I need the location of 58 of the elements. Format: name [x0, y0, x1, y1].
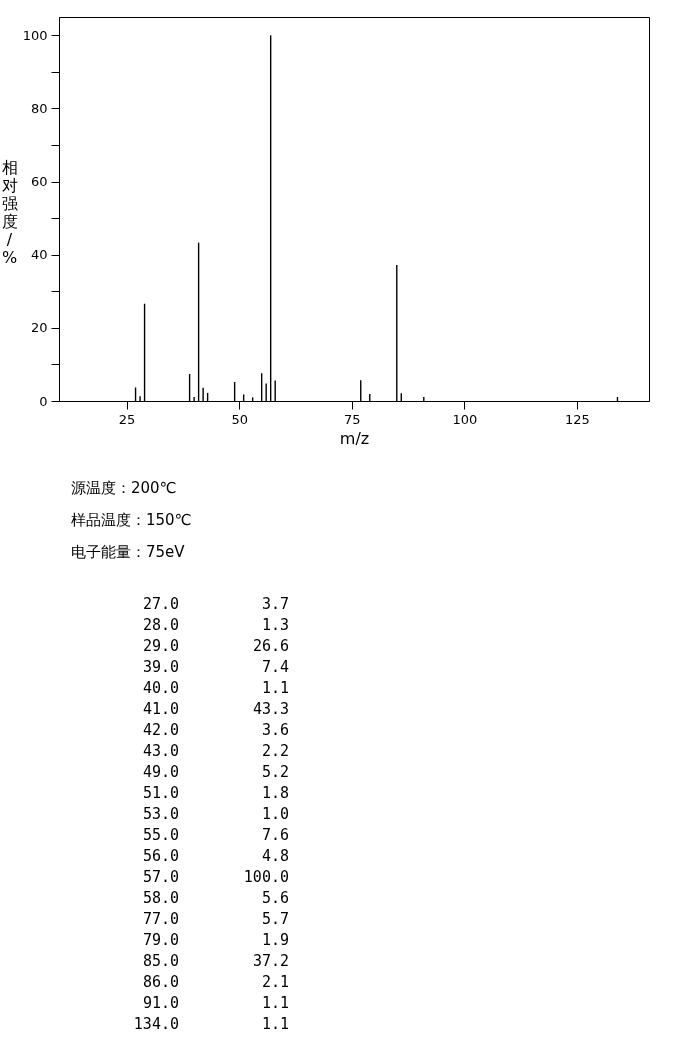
text: 26.6 — [252, 636, 289, 655]
category-label: 51.0 — [142, 783, 179, 802]
text: 100.0 — [243, 867, 289, 886]
category-label: 56.0 — [142, 846, 179, 865]
category-label: 53.0 — [142, 804, 179, 823]
category-label: 91.0 — [142, 993, 179, 1012]
x-tick-label: 25 — [118, 411, 136, 427]
text: 1.3 — [261, 615, 289, 634]
text: 1.8 — [261, 783, 289, 802]
text: 5.6 — [261, 888, 289, 907]
text: 1.1 — [261, 1014, 289, 1033]
x-tick-label: 50 — [231, 411, 248, 427]
text: 1.9 — [261, 930, 289, 949]
text: 43.3 — [252, 699, 289, 718]
category-label: 57.0 — [142, 867, 179, 886]
y-tick-label: 0 — [39, 393, 48, 409]
y-tick-label: 40 — [30, 247, 48, 263]
category-label: 55.0 — [142, 825, 179, 844]
text: 37.2 — [252, 951, 289, 970]
category-label: 58.0 — [142, 888, 179, 907]
category-label: 39.0 — [142, 657, 179, 676]
y-tick-label: 20 — [30, 320, 48, 336]
category-label: 40.0 — [142, 678, 179, 697]
text: 1.1 — [261, 993, 289, 1012]
text: 3.6 — [261, 720, 289, 739]
category-label: 43.0 — [142, 741, 179, 760]
text: 源温度：200℃ — [71, 479, 177, 497]
text: 7.6 — [261, 825, 289, 844]
x-tick-label: 75 — [343, 411, 361, 427]
category-label: 77.0 — [142, 909, 179, 928]
text: 电子能量：75eV — [71, 543, 186, 561]
category-label: 41.0 — [142, 699, 179, 718]
text: 5.2 — [261, 762, 289, 781]
category-label: 29.0 — [142, 636, 179, 655]
text: 1.1 — [261, 678, 289, 697]
y-tick-label: 80 — [30, 100, 48, 116]
category-label: 42.0 — [142, 720, 179, 739]
text: 2.1 — [261, 972, 289, 991]
y-tick-label: 100 — [22, 27, 48, 43]
text: 2.2 — [261, 741, 289, 760]
text: 1.0 — [261, 804, 289, 823]
category-label: 86.0 — [142, 972, 179, 991]
category-label: 134.0 — [133, 1014, 179, 1033]
category-label: 79.0 — [142, 930, 179, 949]
category-label: 27.0 — [142, 594, 179, 613]
y-axis-title: 相对强度/% — [1, 157, 18, 267]
text: 5.7 — [261, 909, 289, 928]
x-tick-label: 125 — [565, 411, 590, 427]
text: 7.4 — [261, 657, 289, 676]
x-tick-label: 100 — [452, 411, 478, 427]
y-tick-label: 60 — [30, 174, 48, 190]
category-label: 85.0 — [142, 951, 179, 970]
text: 样品温度：150℃ — [71, 511, 192, 529]
category-label: 49.0 — [142, 762, 179, 781]
x-axis-title: m/z — [339, 428, 370, 448]
text: 3.7 — [261, 594, 289, 613]
text: 4.8 — [261, 846, 289, 865]
category-label: 28.0 — [142, 615, 179, 634]
